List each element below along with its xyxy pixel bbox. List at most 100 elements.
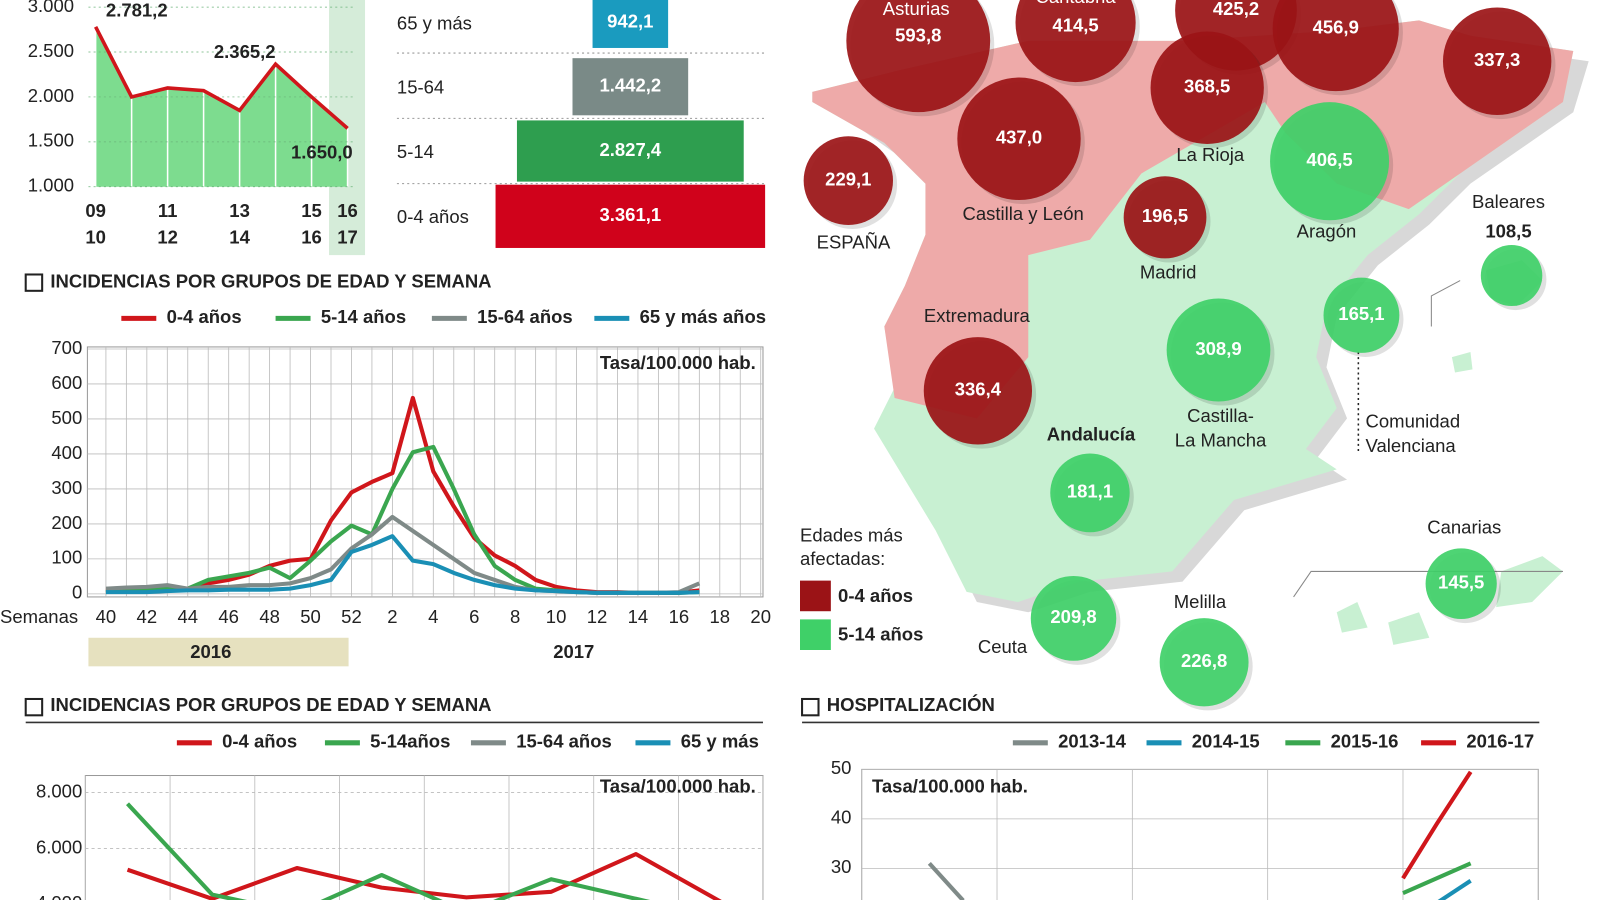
bar	[592, 0, 669, 48]
x-tick-label: 8	[510, 606, 520, 627]
value-label: 1.650,0	[291, 142, 353, 163]
region-name: Cantabria	[1035, 0, 1116, 7]
line-series	[105, 534, 700, 595]
legend-label: 2015-16	[1331, 731, 1399, 752]
bubble	[1323, 277, 1400, 353]
y-tick-label: 8.000	[36, 780, 82, 801]
bubble-value: 196,5	[1142, 205, 1188, 226]
y-tick-label: 2.500	[28, 40, 74, 61]
x-tick-label: 48	[259, 606, 280, 627]
value-label: 2.781,2	[106, 0, 168, 20]
region-name: Ceuta	[978, 636, 1028, 657]
y-tick-label: 2.000	[28, 85, 74, 106]
heading-icon	[24, 273, 44, 292]
bubble-value: 336,4	[955, 379, 1002, 400]
period-label: 2016	[190, 641, 231, 662]
legend-label: 15-64 años	[477, 306, 573, 327]
bubble-value: 308,9	[1195, 338, 1241, 359]
region-name: La Rioja	[1176, 144, 1245, 165]
value-label: 3.361,1	[599, 204, 661, 225]
bubble-value: 181,1	[1067, 481, 1113, 502]
legend-title: Edades más	[800, 525, 903, 546]
x-tick-label: 09	[85, 200, 106, 221]
bar	[516, 120, 744, 182]
map-island	[1496, 556, 1563, 608]
x-tick-label: 10	[546, 606, 567, 627]
legend-label: 0-4 años	[222, 731, 297, 752]
bubble	[1030, 575, 1117, 661]
x-tick-label: 40	[96, 606, 117, 627]
value-label: 2.365,2	[214, 41, 276, 62]
bubble-value: 593,8	[895, 25, 941, 46]
bubble	[1480, 245, 1543, 307]
annotation: Tasa/100.000 hab.	[600, 776, 756, 797]
plot-frame	[861, 768, 1539, 900]
x-tick-label: 50	[300, 606, 321, 627]
bubble	[1015, 0, 1136, 83]
bubble-value: 425,2	[1213, 0, 1259, 19]
heading-icon	[801, 697, 820, 717]
line-series	[1401, 770, 1473, 880]
x-tick-label: 6	[469, 606, 479, 627]
value-label: 1.442,2	[599, 75, 661, 96]
y-tick-label: 500	[51, 407, 82, 428]
legend-label: 2014-15	[1192, 731, 1260, 752]
bubble	[846, 0, 991, 113]
region-name: ESPAÑA	[817, 232, 891, 253]
region-name: Valenciana	[1366, 435, 1457, 456]
region-name: Asturias	[883, 0, 950, 19]
region-name: Castilla y León	[962, 203, 1083, 224]
category-label: 5-14	[397, 141, 434, 162]
y-tick-label: 50	[831, 757, 852, 778]
bubble	[923, 337, 1033, 445]
bubble-value: 414,5	[1052, 14, 1098, 35]
bubble	[1272, 0, 1399, 92]
x-tick-label: 11	[158, 200, 178, 221]
x-tick-label: 16	[669, 606, 690, 627]
map-island	[1388, 612, 1430, 645]
legend-label: 5-14 años	[321, 306, 406, 327]
x-tick-label: 12	[157, 227, 178, 248]
bubble-value: 368,5	[1184, 76, 1230, 97]
line-series	[125, 802, 651, 900]
line-series	[927, 862, 965, 900]
line-series	[1437, 879, 1472, 900]
y-tick-label: 1.500	[28, 130, 74, 151]
y-tick-label: 400	[51, 442, 82, 463]
y-tick-label: 300	[51, 477, 82, 498]
legend-label: 65 y más años	[640, 306, 766, 327]
bubble-value: 165,1	[1338, 303, 1384, 324]
area	[95, 26, 348, 187]
y-tick-label: 30	[831, 856, 852, 877]
region-name: Canarias	[1427, 516, 1501, 537]
x-tick-label: 13	[229, 200, 250, 221]
line	[94, 25, 349, 130]
x-tick-label: 18	[710, 606, 731, 627]
x-tick-label: 2	[387, 606, 397, 627]
x-tick-label: 16	[337, 200, 358, 221]
bar	[495, 184, 766, 248]
value-label: 2.827,4	[599, 139, 661, 160]
legend-label: 0-4 años	[838, 585, 913, 606]
legend-label: 15-64 años	[516, 731, 612, 752]
plot-frame	[86, 346, 764, 598]
bubble	[1150, 31, 1264, 144]
region-name: Andalucía	[1047, 424, 1136, 445]
x-tick-label: 14	[229, 227, 250, 248]
category-label: 0-4 años	[397, 206, 469, 227]
bubble-value: 229,1	[825, 169, 871, 190]
region-name: Extremadura	[924, 305, 1031, 326]
bubble-value: 108,5	[1485, 221, 1531, 242]
x-tick-label: 42	[137, 606, 158, 627]
y-tick-label: 6.000	[36, 836, 82, 857]
bubble	[1270, 102, 1390, 221]
bubble	[803, 136, 893, 225]
legend-label: 65 y más	[681, 731, 759, 752]
value-label: 942,1	[607, 10, 653, 31]
bubble-value: 437,0	[996, 127, 1042, 148]
legend-label: 0-4 años	[167, 306, 242, 327]
region-name: Baleares	[1472, 191, 1545, 212]
legend-label: 5-14años	[370, 731, 450, 752]
bar	[572, 58, 689, 116]
